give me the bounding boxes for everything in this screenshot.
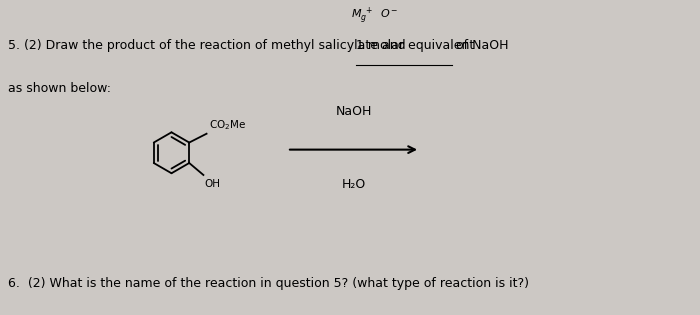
Text: 6.  (2) What is the name of the reaction in question 5? (what type of reaction i: 6. (2) What is the name of the reaction … [8, 277, 529, 290]
Text: 1 molar equivalent: 1 molar equivalent [356, 39, 475, 52]
Text: CO$_2$Me: CO$_2$Me [209, 118, 246, 132]
Text: as shown below:: as shown below: [8, 82, 111, 95]
Text: NaOH: NaOH [335, 105, 372, 118]
Text: $M_g^{\ +}$  $O^{-}$: $M_g^{\ +}$ $O^{-}$ [351, 5, 398, 26]
Text: 5. (2) Draw the product of the reaction of methyl salicylate and: 5. (2) Draw the product of the reaction … [8, 39, 410, 52]
Text: H₂O: H₂O [342, 178, 365, 191]
Text: of NaOH: of NaOH [452, 39, 509, 52]
Text: OH: OH [205, 179, 220, 189]
